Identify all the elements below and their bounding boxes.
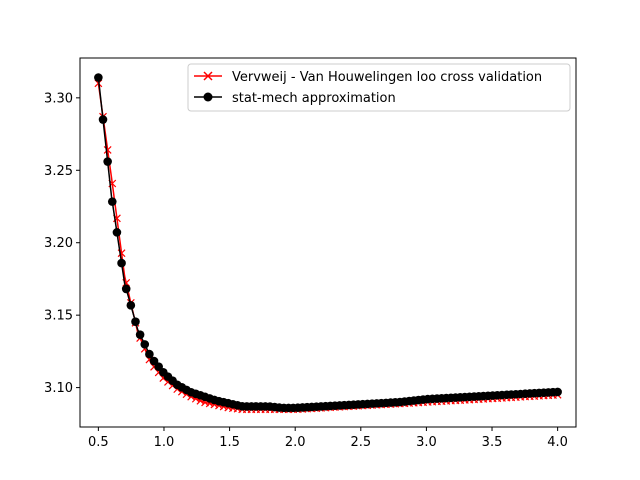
legend-label-stat-mech: stat-mech approximation (232, 91, 396, 106)
data-point (98, 115, 108, 124)
legend-entry-stat-mech: stat-mech approximation (194, 91, 396, 106)
x-tick-label: 1.5 (219, 435, 240, 450)
data-point (126, 300, 136, 310)
data-point (135, 330, 145, 339)
data-point (107, 197, 117, 206)
data-point (117, 258, 126, 268)
y-tick-label: 3.25 (44, 164, 73, 179)
data-point (131, 317, 140, 326)
y-tick-label: 3.10 (44, 381, 73, 396)
data-point (121, 284, 131, 294)
data-point (140, 340, 150, 349)
x-tick-label: 2.5 (350, 435, 371, 450)
x-axis: 0.5 1.0 1.5 2.0 2.5 3.0 3.5 4.0 (88, 427, 568, 450)
y-tick-label: 3.30 (44, 91, 73, 106)
data-point (103, 157, 112, 166)
y-tick-label: 3.20 (44, 236, 73, 251)
x-tick-label: 0.5 (88, 435, 109, 450)
legend-marker-x-icon (203, 71, 213, 81)
x-tick-label: 4.0 (547, 435, 568, 450)
legend-entry-loo-cv: Vervweij - Van Houwelingen loo cross val… (194, 70, 542, 85)
legend-label-loo-cv: Vervweij - Van Houwelingen loo cross val… (232, 70, 542, 85)
y-tick-label: 3.15 (44, 309, 73, 324)
data-point (94, 73, 103, 82)
y-axis: 3.10 3.15 3.20 3.25 3.30 (44, 91, 80, 396)
data-point (112, 228, 122, 237)
x-tick-label: 2.0 (285, 435, 306, 450)
legend: Vervweij - Van Houwelingen loo cross val… (187, 63, 571, 112)
data-point (553, 387, 562, 397)
series-1 (94, 73, 562, 413)
x-tick-label: 3.5 (482, 435, 503, 450)
data-point (145, 349, 154, 359)
x-tick-label: 3.0 (416, 435, 437, 450)
legend-box (187, 63, 571, 112)
legend-marker-circle-icon (203, 92, 213, 102)
series-layer (94, 73, 562, 414)
data-point (103, 146, 112, 154)
x-tick-label: 1.0 (154, 435, 175, 450)
